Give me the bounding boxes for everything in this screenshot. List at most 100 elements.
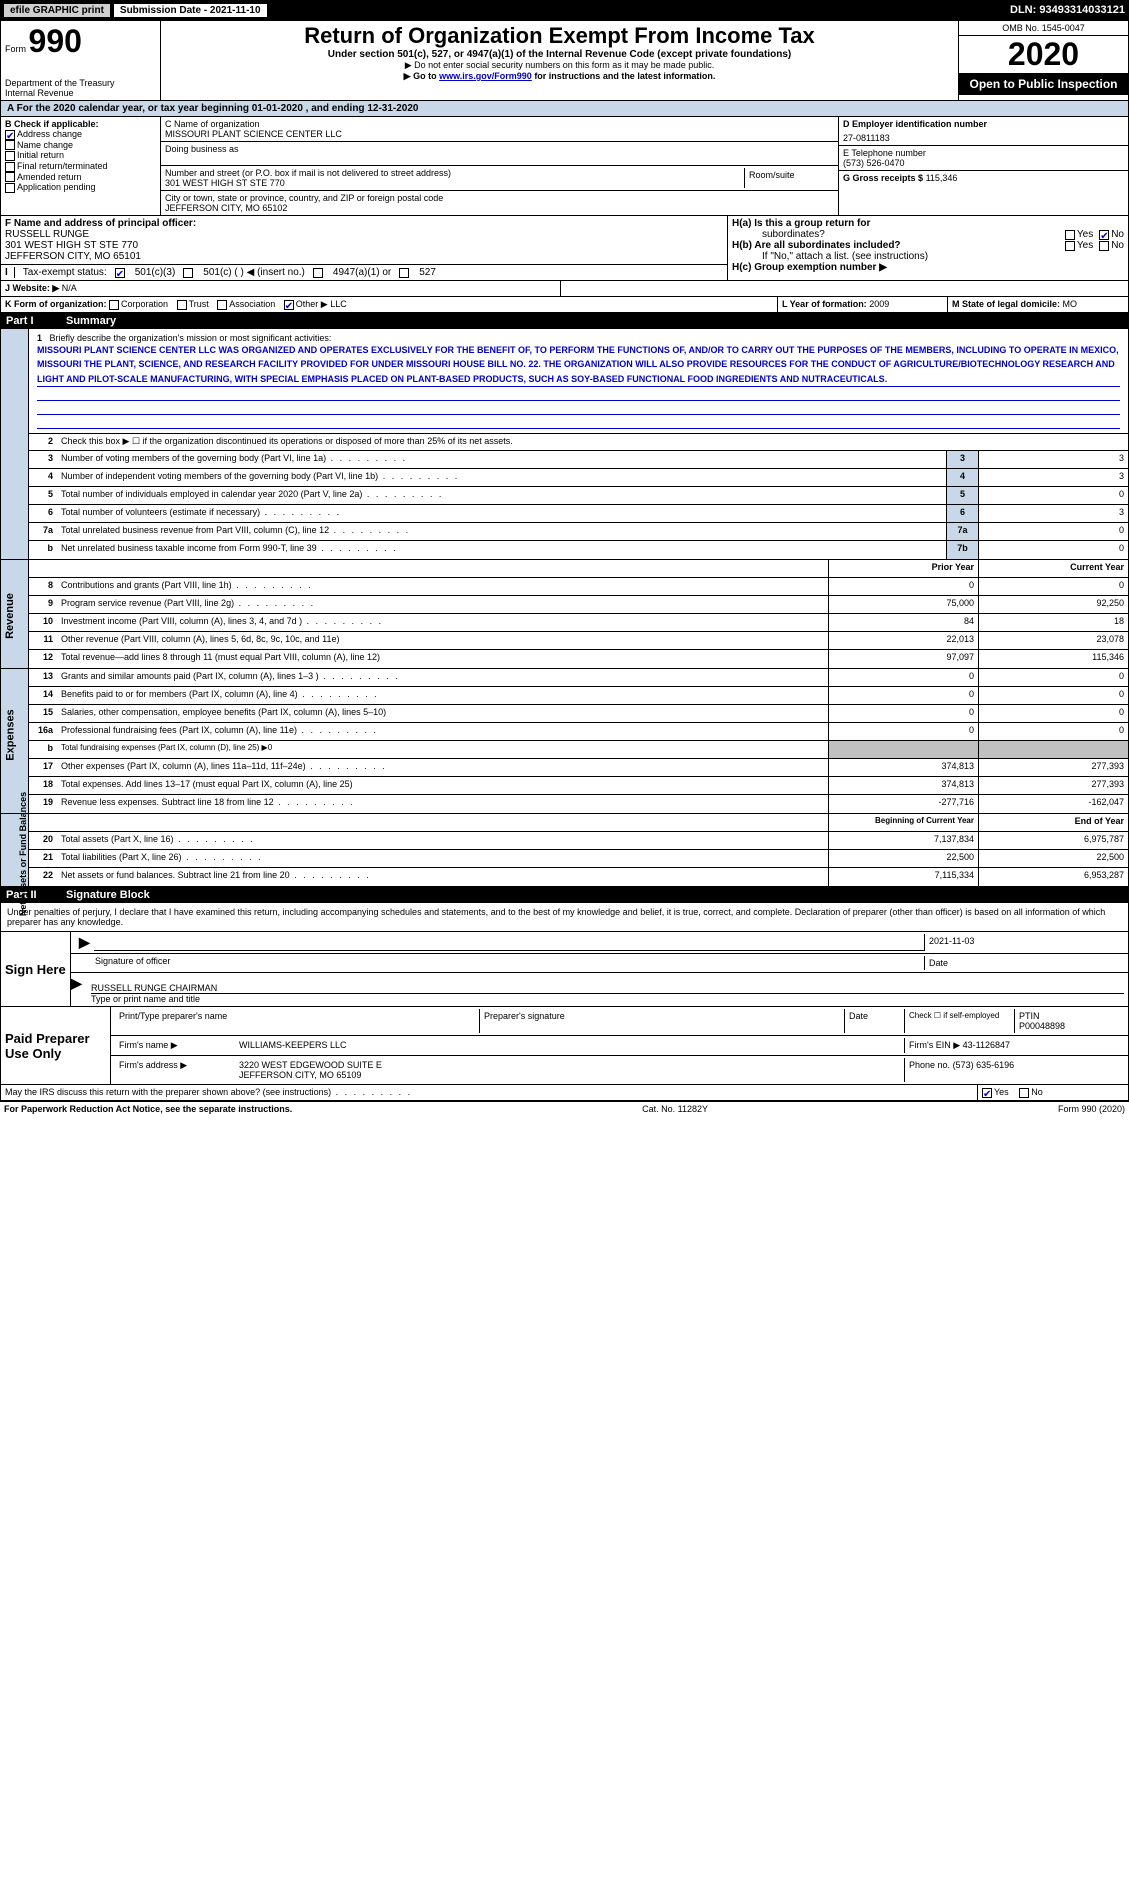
trust-checkbox[interactable] bbox=[177, 300, 187, 310]
prep-sig-label: Preparer's signature bbox=[479, 1009, 844, 1033]
final-return-checkbox[interactable] bbox=[5, 162, 15, 172]
hb-no-checkbox[interactable] bbox=[1099, 241, 1109, 251]
discuss-row: May the IRS discuss this return with the… bbox=[0, 1085, 1129, 1101]
ha2-label: subordinates? bbox=[732, 229, 1065, 240]
app-pending-checkbox[interactable] bbox=[5, 183, 15, 193]
box-b-label: B Check if applicable: bbox=[5, 119, 156, 129]
form-org-row: K Form of organization: Corporation Trus… bbox=[0, 297, 1129, 313]
footer: For Paperwork Reduction Act Notice, see … bbox=[0, 1101, 1129, 1116]
open-public: Open to Public Inspection bbox=[959, 73, 1128, 95]
name-change-checkbox[interactable] bbox=[5, 140, 15, 150]
ssn-note: ▶ Do not enter social security numbers o… bbox=[167, 60, 952, 71]
addr-change-checkbox[interactable] bbox=[5, 130, 15, 140]
hb-label: H(b) Are all subordinates included? bbox=[732, 240, 1065, 251]
501c-checkbox[interactable] bbox=[183, 268, 193, 278]
type-name-label: Type or print name and title bbox=[91, 994, 1124, 1004]
initial-return-checkbox[interactable] bbox=[5, 151, 15, 161]
line-10: Investment income (Part VIII, column (A)… bbox=[57, 614, 828, 631]
p16b-grey bbox=[828, 741, 978, 758]
paid-preparer-label: Paid Preparer Use Only bbox=[1, 1007, 111, 1084]
no-label: No bbox=[1111, 229, 1124, 240]
p13: 0 bbox=[828, 669, 978, 686]
footer-left: For Paperwork Reduction Act Notice, see … bbox=[4, 1104, 292, 1114]
ha-yes-checkbox[interactable] bbox=[1065, 230, 1075, 240]
officer-name: RUSSELL RUNGE bbox=[5, 229, 723, 240]
ha-label: H(a) Is this a group return for bbox=[732, 218, 870, 229]
sign-here-block: Sign Here ▶ 2021-11-03 Signature of offi… bbox=[0, 931, 1129, 1007]
arrow-icon: ▶ bbox=[79, 934, 90, 951]
corp-label: Corporation bbox=[121, 299, 168, 309]
c22: 6,953,287 bbox=[978, 868, 1128, 886]
org-info-block: B Check if applicable: Address change Na… bbox=[0, 117, 1129, 216]
val-7a: 0 bbox=[978, 523, 1128, 540]
c8: 0 bbox=[978, 578, 1128, 595]
ha-no-checkbox[interactable] bbox=[1099, 230, 1109, 240]
corp-checkbox[interactable] bbox=[109, 300, 119, 310]
penalties-text: Under penalties of perjury, I declare th… bbox=[0, 903, 1129, 931]
arrow-icon-2: ▶ bbox=[71, 975, 82, 992]
amended-checkbox[interactable] bbox=[5, 172, 15, 182]
initial-return-label: Initial return bbox=[17, 150, 64, 160]
assoc-label: Association bbox=[229, 299, 275, 309]
assoc-checkbox[interactable] bbox=[217, 300, 227, 310]
footer-right: Form 990 (2020) bbox=[1058, 1104, 1125, 1114]
tax-status-label: Tax-exempt status: bbox=[23, 267, 107, 278]
revenue-block: Revenue Prior YearCurrent Year 8Contribu… bbox=[0, 560, 1129, 669]
firm-ein-label: Firm's EIN ▶ bbox=[909, 1040, 960, 1050]
p9: 75,000 bbox=[828, 596, 978, 613]
discuss-yes-checkbox[interactable] bbox=[982, 1088, 992, 1098]
val-6: 3 bbox=[978, 505, 1128, 522]
date-label: Date bbox=[924, 956, 1124, 970]
form-title: Return of Organization Exempt From Incom… bbox=[167, 23, 952, 49]
activities-governance-block: Activities & Governance 1 Briefly descri… bbox=[0, 329, 1129, 560]
527-checkbox[interactable] bbox=[399, 268, 409, 278]
val-4: 3 bbox=[978, 469, 1128, 486]
prep-phone: (573) 635-6196 bbox=[953, 1060, 1015, 1070]
website-label: J Website: ▶ bbox=[5, 283, 59, 293]
phone-label: E Telephone number bbox=[843, 148, 1124, 158]
irs-link[interactable]: www.irs.gov/Form990 bbox=[439, 71, 532, 81]
line-17: Other expenses (Part IX, column (A), lin… bbox=[57, 759, 828, 776]
c16b-grey bbox=[978, 741, 1128, 758]
part-2-num: Part II bbox=[6, 889, 66, 901]
tax-period: A For the 2020 calendar year, or tax yea… bbox=[0, 101, 1129, 117]
officer-group-block: F Name and address of principal officer:… bbox=[0, 216, 1129, 281]
tax-year: 2020 bbox=[959, 36, 1128, 73]
hb-yes-checkbox[interactable] bbox=[1065, 241, 1075, 251]
gross-receipts-label: G Gross receipts $ bbox=[843, 173, 923, 183]
irs-label: Internal Revenue bbox=[5, 88, 156, 98]
val-5: 0 bbox=[978, 487, 1128, 504]
part-1-num: Part I bbox=[6, 315, 66, 327]
line-16a: Professional fundraising fees (Part IX, … bbox=[57, 723, 828, 740]
c21: 22,500 bbox=[978, 850, 1128, 867]
501c3-checkbox[interactable] bbox=[115, 268, 125, 278]
line-6: Total number of volunteers (estimate if … bbox=[57, 505, 946, 522]
firm-name-label: Firm's name ▶ bbox=[115, 1038, 235, 1053]
street-label: Number and street (or P.O. box if mail i… bbox=[165, 168, 744, 178]
org-name: MISSOURI PLANT SCIENCE CENTER LLC bbox=[165, 129, 834, 139]
501c-label: 501(c) ( ) ◀ (insert no.) bbox=[203, 267, 305, 278]
begin-header: Beginning of Current Year bbox=[828, 814, 978, 831]
app-pending-label: Application pending bbox=[17, 182, 96, 192]
form-word: Form bbox=[5, 44, 26, 54]
domicile-val: MO bbox=[1063, 299, 1078, 309]
footer-mid: Cat. No. 11282Y bbox=[642, 1104, 708, 1114]
goto-post: for instructions and the latest informat… bbox=[534, 71, 715, 81]
officer-addr2: JEFFERSON CITY, MO 65101 bbox=[5, 251, 723, 262]
ptin: P00048898 bbox=[1019, 1021, 1120, 1031]
efile-print-button[interactable]: efile GRAPHIC print bbox=[4, 4, 110, 17]
501c3-label: 501(c)(3) bbox=[135, 267, 176, 278]
line-21: Total liabilities (Part X, line 26) bbox=[57, 850, 828, 867]
line-7b: Net unrelated business taxable income fr… bbox=[57, 541, 946, 559]
room-suite-label: Room/suite bbox=[744, 168, 834, 188]
discuss-no-checkbox[interactable] bbox=[1019, 1088, 1029, 1098]
4947-checkbox[interactable] bbox=[313, 268, 323, 278]
dba-label: Doing business as bbox=[165, 144, 834, 154]
no-label-2: No bbox=[1111, 240, 1124, 251]
net-assets-label: Net Assets or Fund Balances bbox=[18, 792, 28, 916]
gross-receipts: 115,346 bbox=[926, 173, 958, 183]
p20: 7,137,834 bbox=[828, 832, 978, 849]
website-row: J Website: ▶ N/A bbox=[0, 281, 1129, 297]
dept-treasury: Department of the Treasury bbox=[5, 78, 156, 88]
other-checkbox[interactable] bbox=[284, 300, 294, 310]
